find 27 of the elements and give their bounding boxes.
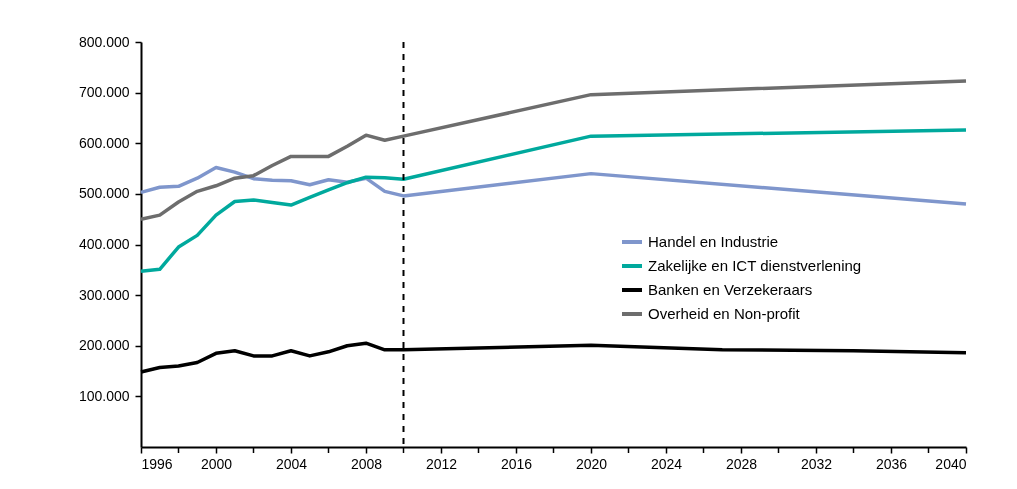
x-tick-label: 2036 [875,455,908,472]
x-tick-label: 2016 [500,455,533,472]
x-tick-label: 2000 [200,455,233,472]
legend-label: Zakelijke en ICT dienstverlening [648,257,862,274]
x-tick-label: 2008 [350,455,383,472]
legend-label: Overheid en Non-profit [648,305,801,322]
y-tick-label: 700.000 [78,84,130,101]
y-tick-label: 800.000 [78,33,130,50]
x-tick-label: 2024 [650,455,683,472]
line-series [139,165,968,206]
y-tick-label: 100.000 [78,387,130,404]
x-tick-label: 2032 [800,455,833,472]
x-tick-label: 1996 [141,455,173,472]
legend-label: Banken en Verzekeraars [648,281,813,298]
y-tick-label: 600.000 [78,134,130,151]
x-tick-label: 2012 [425,455,458,472]
y-tick-label: 500.000 [78,185,130,202]
x-tick-label: 2004 [275,455,308,472]
legend-label: Handel en Industrie [648,233,779,250]
y-tick-label: 200.000 [78,337,130,354]
y-tick-label: 400.000 [78,236,130,252]
x-tick-label: 2040 [935,455,967,472]
x-tick-label: 2028 [725,455,758,472]
y-tick-label: 300.000 [78,286,130,303]
x-tick-label: 2020 [575,455,608,472]
line-series [139,128,968,274]
line-series [139,79,968,221]
